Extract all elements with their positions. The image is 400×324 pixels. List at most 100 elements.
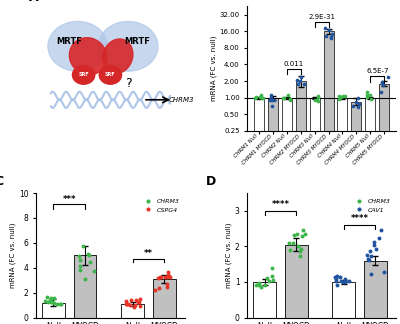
Point xyxy=(123,301,129,306)
Ellipse shape xyxy=(69,38,107,75)
Point xyxy=(312,97,319,102)
Point xyxy=(333,273,340,278)
Point xyxy=(48,295,54,300)
Point xyxy=(301,81,307,87)
Point xyxy=(280,95,287,100)
Point xyxy=(384,75,391,80)
Point xyxy=(328,36,334,41)
Point xyxy=(328,34,334,40)
Point xyxy=(297,78,304,83)
Point xyxy=(57,302,63,307)
Point xyxy=(256,283,262,288)
Bar xyxy=(285,245,308,318)
Point xyxy=(136,299,142,304)
Point xyxy=(45,299,52,304)
Point xyxy=(342,278,348,284)
Point xyxy=(287,96,294,101)
Point xyxy=(259,95,265,100)
Point xyxy=(86,260,93,265)
Point xyxy=(294,77,300,82)
Point xyxy=(379,82,386,87)
Point xyxy=(368,97,374,102)
Point xyxy=(329,31,336,36)
Bar xyxy=(364,260,387,318)
Point xyxy=(156,285,162,291)
Point xyxy=(165,272,171,277)
Point xyxy=(124,302,130,307)
Point xyxy=(269,103,275,109)
Point xyxy=(336,94,343,99)
Point xyxy=(315,95,321,100)
Point xyxy=(326,28,332,33)
Point xyxy=(338,94,344,99)
Text: D: D xyxy=(206,175,216,188)
Point xyxy=(267,97,273,102)
Text: C: C xyxy=(0,175,4,188)
Point xyxy=(337,274,343,280)
Point xyxy=(342,279,348,284)
Point xyxy=(252,94,259,99)
Text: ?: ? xyxy=(125,77,132,90)
Point xyxy=(164,281,170,286)
Text: MRTF: MRTF xyxy=(124,37,150,46)
Point xyxy=(137,296,143,302)
Point xyxy=(162,274,168,280)
Bar xyxy=(268,98,278,324)
Y-axis label: mRNA (FC vs. null): mRNA (FC vs. null) xyxy=(210,36,216,101)
Bar xyxy=(310,98,320,324)
Point xyxy=(122,299,129,304)
Ellipse shape xyxy=(103,39,133,74)
Point xyxy=(77,258,84,263)
Bar xyxy=(42,303,65,318)
Text: ****: **** xyxy=(272,200,290,209)
Point xyxy=(155,275,161,280)
Point xyxy=(137,303,144,308)
Point xyxy=(340,279,346,284)
Point xyxy=(346,279,353,284)
Point xyxy=(364,93,370,98)
Point xyxy=(265,279,272,284)
Point xyxy=(82,276,88,281)
Circle shape xyxy=(98,21,158,71)
Point xyxy=(378,227,384,233)
Point xyxy=(268,93,274,98)
Bar xyxy=(379,84,389,324)
Y-axis label: mRNA (FC vs. null): mRNA (FC vs. null) xyxy=(10,223,16,288)
Legend: CHRM3, CSPG4: CHRM3, CSPG4 xyxy=(139,196,182,215)
Point xyxy=(314,97,320,102)
Point xyxy=(77,268,84,273)
Circle shape xyxy=(72,65,95,84)
Point xyxy=(364,89,370,95)
Point xyxy=(85,251,91,256)
Point xyxy=(269,274,276,279)
Point xyxy=(58,301,64,306)
Circle shape xyxy=(99,65,122,84)
Point xyxy=(76,253,82,258)
Point xyxy=(258,93,264,98)
Point xyxy=(338,279,344,284)
Point xyxy=(322,25,328,30)
Point xyxy=(315,94,322,99)
Bar xyxy=(254,98,264,324)
Point xyxy=(50,301,57,306)
Point xyxy=(260,96,266,101)
Point xyxy=(269,97,276,102)
Point xyxy=(90,269,97,274)
Point xyxy=(165,273,172,279)
Point xyxy=(342,94,348,99)
Point xyxy=(47,298,54,303)
Point xyxy=(127,297,134,303)
Point xyxy=(332,279,339,284)
Bar xyxy=(121,304,144,318)
Point xyxy=(380,270,387,275)
Point xyxy=(256,280,262,285)
Point xyxy=(378,79,385,85)
Point xyxy=(152,287,159,292)
Point xyxy=(356,101,363,106)
Point xyxy=(156,274,163,279)
Bar xyxy=(351,102,362,324)
Point xyxy=(302,232,308,237)
Text: CHRM3: CHRM3 xyxy=(169,97,194,103)
Bar xyxy=(74,255,96,318)
Bar xyxy=(365,98,375,324)
